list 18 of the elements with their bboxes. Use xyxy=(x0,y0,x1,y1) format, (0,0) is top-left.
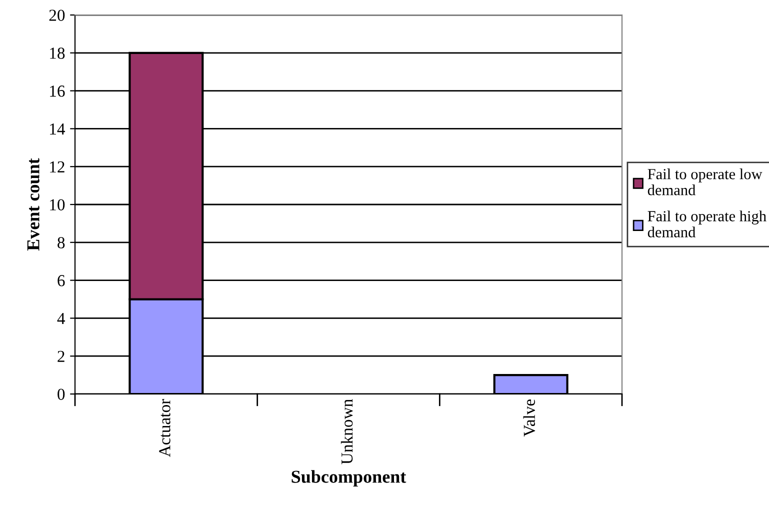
x-tick-label: Unknown xyxy=(340,399,353,464)
y-axis-title: Event count xyxy=(27,158,40,251)
y-tick-label: 8 xyxy=(58,237,65,248)
x-tick-label: Valve xyxy=(523,399,536,437)
x-axis-title: Subcomponent xyxy=(292,470,406,487)
y-tick-label: 4 xyxy=(57,313,66,324)
y-tick-label: 16 xyxy=(50,86,65,97)
y-tick-label: 2 xyxy=(58,350,64,362)
x-tick-label: Actuator xyxy=(159,399,170,458)
y-tick-label: 20 xyxy=(49,10,65,21)
y-tick-label: 6 xyxy=(58,275,65,286)
legend-label: Fail to operate high demand xyxy=(648,210,766,238)
y-tick-label: 12 xyxy=(50,161,64,172)
y-tick-label: 0 xyxy=(58,388,65,400)
legend-label: Fail to operate low demand xyxy=(648,168,762,196)
y-tick-label: 14 xyxy=(50,123,66,134)
y-tick-label: 10 xyxy=(50,199,65,210)
y-tick-label: 18 xyxy=(50,48,65,59)
